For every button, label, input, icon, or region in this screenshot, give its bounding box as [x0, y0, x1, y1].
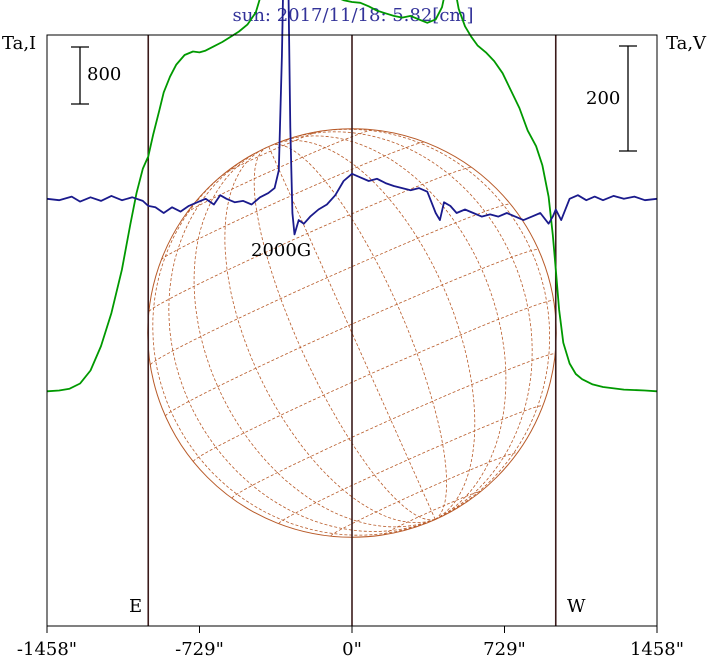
- latitude-line: [278, 405, 543, 524]
- longitude-line: [253, 147, 436, 521]
- longitude-line: [193, 152, 436, 528]
- intensity-scale-bar: 800: [71, 46, 121, 105]
- polarization-scale-label: 200: [586, 88, 620, 109]
- latitude-line: [150, 203, 511, 365]
- longitude-line: [273, 140, 476, 520]
- x-tick-label: 729": [483, 639, 526, 660]
- limb-lines: [147, 35, 557, 626]
- west-limb-label: W: [567, 596, 586, 617]
- series-layer: [46, 0, 658, 393]
- x-axis-ticks: -1458" -729" 0" 729" 1458": [17, 626, 684, 660]
- series-i-line: [46, 0, 658, 393]
- chart-title: sun: 2017/11/18: 5.82[cm]: [232, 5, 473, 26]
- longitude-line: [297, 128, 551, 520]
- polarization-scale-bar: 200: [586, 45, 637, 152]
- longitude-line: [168, 154, 436, 532]
- x-tick-label: -1458": [17, 639, 77, 660]
- longitude-line: [285, 131, 533, 520]
- latitude-line: [193, 300, 554, 462]
- solar-disk-grid: [147, 128, 557, 538]
- longitude-line: [152, 160, 436, 536]
- latitude-line: [160, 141, 425, 261]
- field-strength-annotation: 2000G: [251, 240, 311, 261]
- longitude-line: [271, 143, 447, 520]
- x-tick-label: 1458": [630, 639, 684, 660]
- longitude-line: [268, 146, 436, 520]
- intensity-scale-label: 800: [87, 64, 121, 85]
- left-axis-label: Ta,I: [2, 33, 36, 54]
- longitude-line: [224, 148, 436, 523]
- series-v-line: [46, 0, 658, 236]
- latitude-line: [223, 131, 320, 175]
- longitude-line: [282, 135, 507, 520]
- east-limb-label: E: [129, 596, 142, 617]
- x-tick-label: 0": [342, 639, 362, 660]
- x-tick-label: -729": [175, 639, 224, 660]
- latitude-line: [148, 166, 472, 312]
- right-axis-label: Ta,V: [666, 33, 707, 54]
